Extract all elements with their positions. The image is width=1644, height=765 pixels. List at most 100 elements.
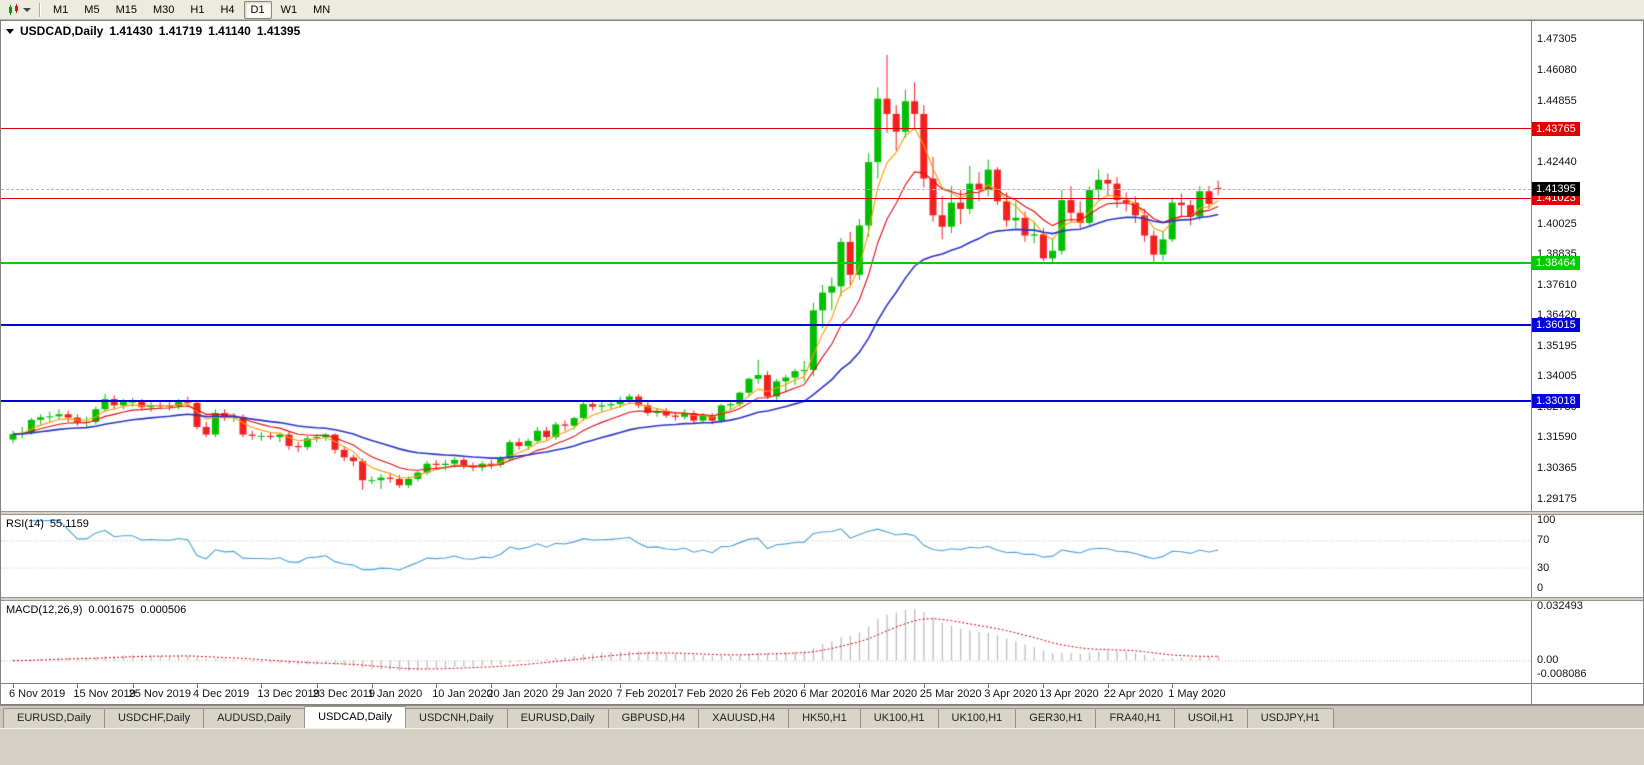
date-tick [197, 684, 198, 688]
macd-tick-label: -0.008086 [1537, 668, 1587, 680]
date-tick [620, 684, 622, 688]
macd-indicator-panel: MACD(12,26,9) 0.001675 0.000506 0.032493… [1, 600, 1644, 683]
chart-ohlc-header: USDCAD,Daily 1.41430 1.41719 1.41140 1.4… [6, 24, 300, 38]
timeframe-button-m5[interactable]: M5 [84, 3, 100, 16]
chart-tab-fra40-h1[interactable]: FRA40,H1 [1095, 708, 1175, 728]
macd-scale[interactable]: 0.032493 0.00 -0.008086 [1531, 600, 1644, 683]
date-tick [555, 684, 557, 688]
date-tick [491, 684, 493, 688]
chart-type-tool[interactable] [4, 3, 34, 16]
chart-tab-uk100-h1[interactable]: UK100,H1 [937, 708, 1017, 728]
date-label: 29 Jan 2020 [551, 688, 613, 700]
date-tick [436, 684, 438, 688]
timeframe-button-mn[interactable]: MN [313, 3, 331, 16]
time-scale[interactable]: 6 Nov 2019 15 Nov 2019 25 Nov 2019 4 Dec 20… [1, 683, 1643, 704]
chart-context-dropdown-icon[interactable] [6, 28, 14, 34]
chart-tab-audusd-daily[interactable]: AUDUSD,Daily [203, 708, 306, 728]
chart-tab-hk50-h1[interactable]: HK50,H1 [788, 708, 861, 728]
chart-type-dropdown-icon[interactable] [23, 7, 31, 12]
timeframe-button-h4[interactable]: H4 [220, 3, 235, 16]
rsi-tick-label: 70 [1537, 534, 1550, 547]
date-tick [675, 684, 677, 688]
date-tick [1043, 684, 1045, 688]
date-tick [739, 684, 741, 688]
rsi-indicator-panel: RSI(14) 55.1159 100 70 30 0 [1, 514, 1644, 597]
rsi-header: RSI(14) 55.1159 [6, 518, 89, 530]
macd-title: MACD(12,26,9) [6, 604, 83, 616]
timeframe-buttons-group: M1 M5 M15 M30 H1 H4 D1 W1 MN [45, 0, 338, 19]
chart-tab-usdjpy-h1[interactable]: USDJPY,H1 [1246, 708, 1334, 728]
price-tick-label: 1.47305 [1537, 33, 1577, 45]
timeframes-toolbar: M1 M5 M15 M30 H1 H4 D1 W1 MN [0, 0, 1644, 20]
date-label: 20 Jan 2020 [487, 688, 548, 700]
price-level-badge: 1.33018 [1532, 394, 1580, 409]
macd-chart[interactable] [1, 601, 1531, 683]
date-label: 3 Apr 2020 [984, 688, 1038, 700]
candlestick-chart[interactable] [1, 21, 1531, 511]
timeframe-button-m15[interactable]: M15 [115, 3, 137, 16]
panel-splitter[interactable] [1, 511, 1643, 515]
price-tick-label: 1.29175 [1537, 492, 1577, 505]
date-tick [261, 684, 263, 688]
date-tick [371, 684, 373, 688]
chart-tab-usdcnh-daily[interactable]: USDCNH,Daily [405, 708, 508, 728]
current-price-line [1, 188, 1531, 190]
chart-tab-usoil-h1[interactable]: USOil,H1 [1173, 708, 1248, 728]
macd-header: MACD(12,26,9) 0.001675 0.000506 [6, 604, 186, 616]
price-level-badge: 1.43765 [1532, 121, 1580, 136]
main-chart-panel: USDCAD,Daily 1.41430 1.41719 1.41140 1.4… [1, 21, 1643, 511]
ohlc-low: 1.41140 [208, 24, 251, 38]
price-tick-label: 1.42440 [1537, 156, 1577, 169]
date-label: 6 Nov 2019 [9, 688, 66, 700]
price-tick-label: 1.30365 [1537, 462, 1577, 475]
macd-signal-value: 0.000506 [140, 604, 187, 616]
macd-tick-label: 0.032493 [1537, 600, 1583, 612]
date-tick [923, 684, 925, 688]
chart-tab-usdchf-daily[interactable]: USDCHF,Daily [103, 708, 205, 728]
timeframe-button-m1[interactable]: M1 [53, 3, 69, 16]
timeframe-button-w1[interactable]: W1 [280, 3, 298, 16]
chart-tab-eurusd-daily[interactable]: EURUSD,Daily [3, 708, 105, 728]
scale-corner [1531, 684, 1644, 704]
timeframe-button-m30[interactable]: M30 [152, 3, 175, 16]
date-label: 23 Dec 2019 [312, 688, 375, 700]
price-tick-label: 1.31590 [1537, 431, 1577, 444]
chart-tab-eurusd-daily[interactable]: EURUSD,Daily [506, 708, 609, 728]
date-tick [988, 684, 990, 688]
chart-tab-uk100-h1[interactable]: UK100,H1 [859, 708, 939, 728]
date-label: 13 Dec 2019 [257, 688, 320, 700]
horizontal-level-line-1.36015[interactable] [1, 324, 1531, 327]
chart-symbol-period: USDCAD,Daily [20, 24, 104, 38]
chart-tab-xauusd-h4[interactable]: XAUUSD,H4 [698, 708, 790, 728]
date-label: 17 Feb 2020 [671, 688, 734, 700]
price-tick-label: 1.44855 [1537, 95, 1577, 108]
date-label: 1 May 2020 [1168, 688, 1226, 700]
horizontal-level-line-1.41023[interactable] [1, 197, 1531, 199]
price-level-badge: 1.36015 [1532, 318, 1580, 333]
timeframe-button-d1[interactable]: D1 [243, 0, 272, 19]
ohlc-close: 1.41395 [256, 24, 301, 38]
date-label: 10 Jan 2020 [432, 688, 493, 700]
date-label: 6 Mar 2020 [800, 688, 856, 700]
date-tick [804, 684, 806, 688]
price-tick-label: 1.46080 [1537, 64, 1577, 77]
rsi-chart[interactable] [1, 515, 1531, 597]
chart-tab-usdcad-daily[interactable]: USDCAD,Daily [304, 706, 407, 728]
panel-splitter[interactable] [1, 597, 1643, 601]
horizontal-level-line-1.33018[interactable] [1, 400, 1531, 403]
timeframe-button-h1[interactable]: H1 [190, 3, 205, 16]
rsi-scale[interactable]: 100 70 30 0 [1531, 514, 1644, 597]
date-label: 26 Feb 2020 [735, 688, 798, 700]
candlestick-chart-icon [9, 3, 18, 15]
rsi-tick-label: 100 [1537, 514, 1556, 526]
chart-tab-gbpusd-h4[interactable]: GBPUSD,H4 [607, 708, 700, 728]
date-tick [13, 684, 14, 688]
date-tick [316, 684, 318, 688]
date-tick [132, 684, 134, 688]
horizontal-level-line-1.43765[interactable] [1, 128, 1531, 130]
status-bar [0, 728, 1644, 765]
horizontal-level-line-1.38464[interactable] [1, 262, 1531, 265]
chart-tab-ger30-h1[interactable]: GER30,H1 [1015, 708, 1097, 728]
rsi-value: 55.1159 [49, 518, 89, 530]
